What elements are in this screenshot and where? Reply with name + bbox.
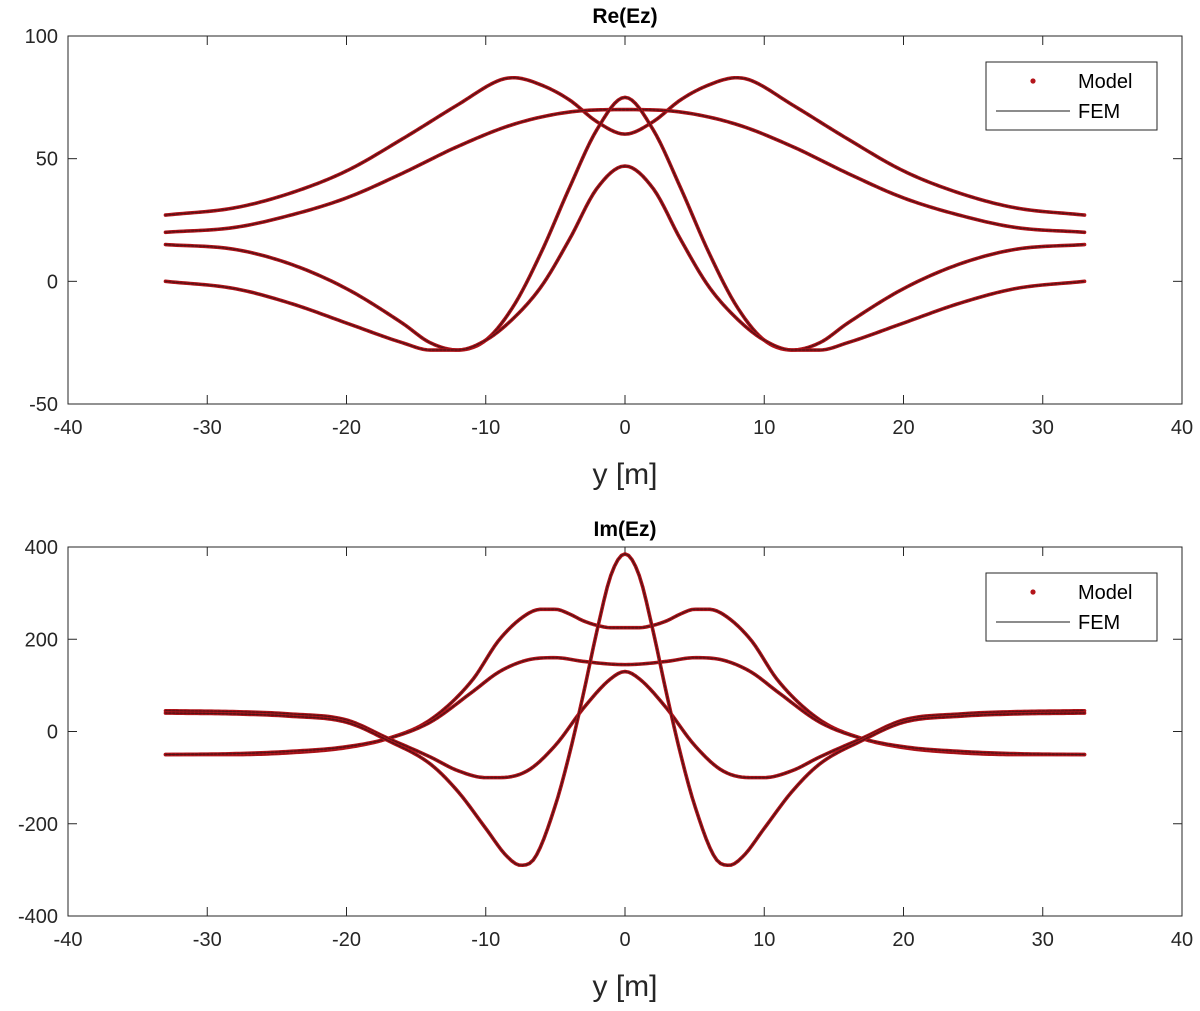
legend-model-label: Model <box>1078 71 1132 93</box>
series-2 <box>163 655 1087 757</box>
chart-title: Re(Ez) <box>592 5 657 28</box>
legend: Model FEM <box>985 61 1158 131</box>
legend: Model FEM <box>985 572 1158 642</box>
fem-line <box>165 96 1085 351</box>
x-tick-label: -40 <box>54 417 83 439</box>
y-tick-label: 400 <box>25 537 58 559</box>
series-3 <box>163 669 1087 780</box>
x-tick-label: 0 <box>619 417 630 439</box>
x-tick-label: 30 <box>1032 929 1054 951</box>
fem-line <box>165 657 1085 756</box>
y-tick-label: 100 <box>25 26 58 48</box>
x-tick-label: 40 <box>1171 417 1193 439</box>
legend-model-marker <box>1030 78 1036 84</box>
x-tick-label: -20 <box>332 417 361 439</box>
x-tick-label: 40 <box>1171 929 1193 951</box>
fem-line <box>165 671 1085 779</box>
y-tick-label: -200 <box>18 814 58 836</box>
y-tick-label: 0 <box>47 722 58 744</box>
fem-line <box>165 165 1085 351</box>
x-tick-label: 10 <box>753 417 775 439</box>
legend-model-marker <box>1030 589 1036 595</box>
chart-panel-1: -40 -30 -20 -10 0 10 20 30 40 -50 0 50 100 Re(Ez) y [m… <box>25 5 1194 491</box>
x-tick-label: 10 <box>753 929 775 951</box>
y-tick-label: 0 <box>47 271 58 293</box>
y-tick-label: 200 <box>25 629 58 651</box>
chart-title: Im(Ez) <box>594 518 657 541</box>
y-tick-label: 50 <box>36 149 58 171</box>
x-tick-label: -30 <box>193 929 222 951</box>
legend-box <box>985 572 1158 642</box>
x-tick-label: -20 <box>332 929 361 951</box>
fem-line <box>165 553 1085 866</box>
x-tick-label: 20 <box>892 929 914 951</box>
legend-fem-label: FEM <box>1078 612 1120 634</box>
x-tick-label: -10 <box>471 417 500 439</box>
x-tick-label: 0 <box>619 929 630 951</box>
legend-fem-label: FEM <box>1078 101 1120 123</box>
chart-panel-2: -40 -30 -20 -10 0 10 20 30 40 -400 -200 0 200 400 Im(E… <box>18 518 1193 1003</box>
x-tick-label: -30 <box>193 417 222 439</box>
legend-model-label: Model <box>1078 582 1132 604</box>
series-1 <box>163 75 1087 217</box>
x-tick-label: 20 <box>892 417 914 439</box>
fem-line <box>165 77 1085 216</box>
x-tick-label: -10 <box>471 929 500 951</box>
series-4 <box>163 164 1087 352</box>
x-tick-label: 30 <box>1032 417 1054 439</box>
x-axis-label: y [m] <box>593 458 658 491</box>
x-tick-label: -40 <box>54 929 83 951</box>
series-2 <box>163 107 1087 235</box>
series-4 <box>163 552 1087 868</box>
series-3 <box>163 95 1087 352</box>
legend-box <box>985 61 1158 131</box>
fem-line <box>165 109 1085 233</box>
y-tick-label: -50 <box>29 394 58 416</box>
y-tick-label: -400 <box>18 906 58 928</box>
x-axis-label: y [m] <box>593 970 658 1003</box>
